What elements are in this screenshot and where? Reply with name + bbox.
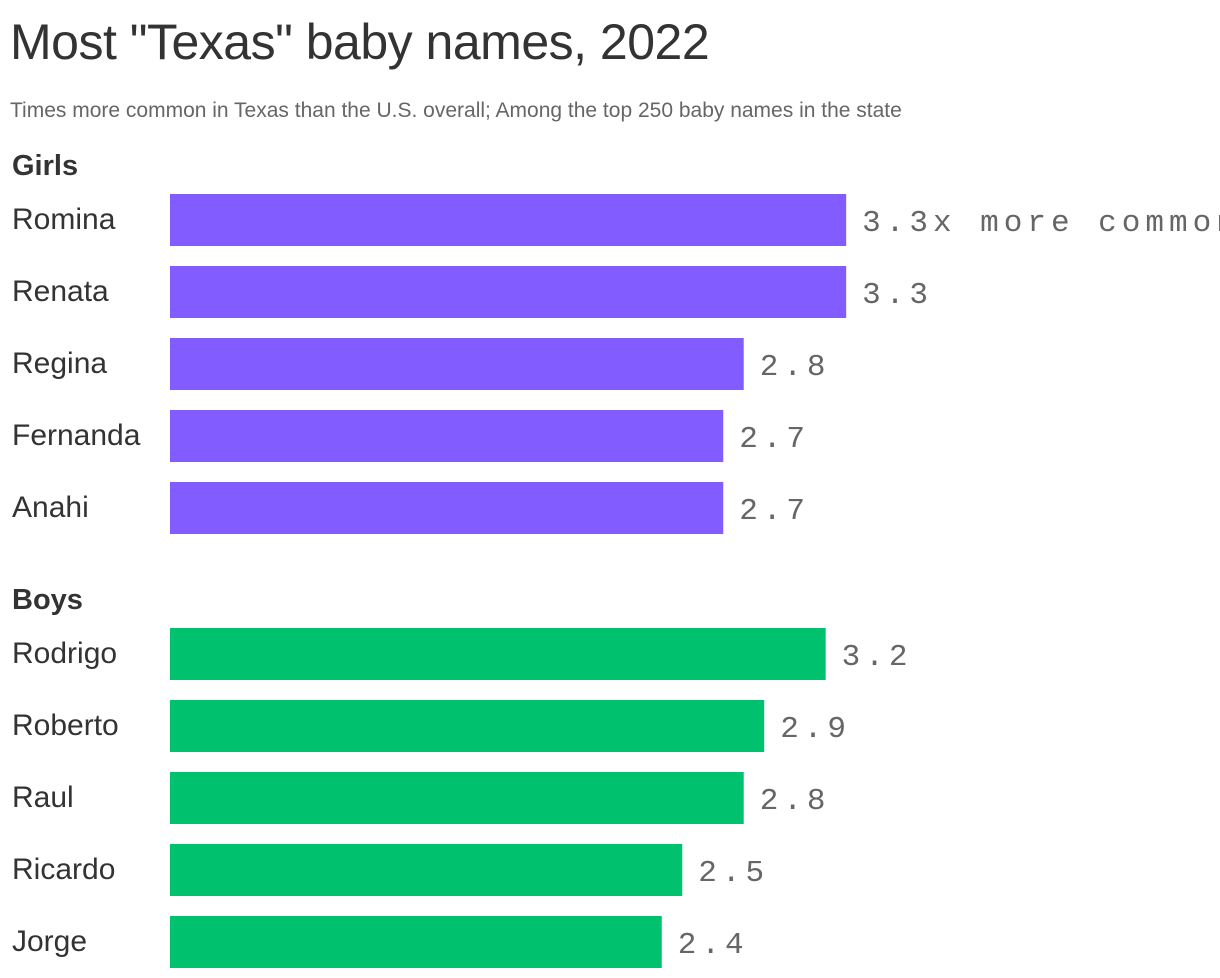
group-label-boys: Boys xyxy=(12,584,83,616)
category-label: Raul xyxy=(12,781,74,814)
category-label: Fernanda xyxy=(12,419,141,452)
bar-rodrigo xyxy=(170,628,826,680)
category-label: Ricardo xyxy=(12,853,115,886)
value-label: 2.4 xyxy=(678,928,749,963)
bar-roberto xyxy=(170,700,765,752)
value-label: 2.7 xyxy=(739,422,810,457)
chart-subtitle: Times more common in Texas than the U.S.… xyxy=(10,99,902,122)
category-label: Roberto xyxy=(12,709,119,742)
value-label: 3.3 xyxy=(862,278,933,313)
bar-anahi xyxy=(170,482,724,534)
category-label: Rodrigo xyxy=(12,637,117,670)
category-label: Regina xyxy=(12,347,107,380)
bar-fernanda xyxy=(170,410,724,462)
bar-jorge xyxy=(170,916,662,968)
bar-renata xyxy=(170,266,847,318)
value-label: 2.9 xyxy=(780,712,851,747)
chart-title: Most "Texas" baby names, 2022 xyxy=(10,14,710,70)
bar-romina xyxy=(170,194,847,246)
value-label: 2.5 xyxy=(698,856,769,891)
value-label: 3.3x more common xyxy=(862,206,1220,241)
category-label: Renata xyxy=(12,275,109,308)
value-label: 3.2 xyxy=(842,640,913,675)
value-label: 2.7 xyxy=(739,494,810,529)
group-label-girls: Girls xyxy=(12,150,78,182)
category-label: Romina xyxy=(12,203,116,236)
value-label: 2.8 xyxy=(760,350,831,385)
value-label: 2.8 xyxy=(760,784,831,819)
bar-raul xyxy=(170,772,744,824)
category-label: Jorge xyxy=(12,925,87,958)
bar-ricardo xyxy=(170,844,683,896)
category-label: Anahi xyxy=(12,491,89,524)
bar-regina xyxy=(170,338,744,390)
